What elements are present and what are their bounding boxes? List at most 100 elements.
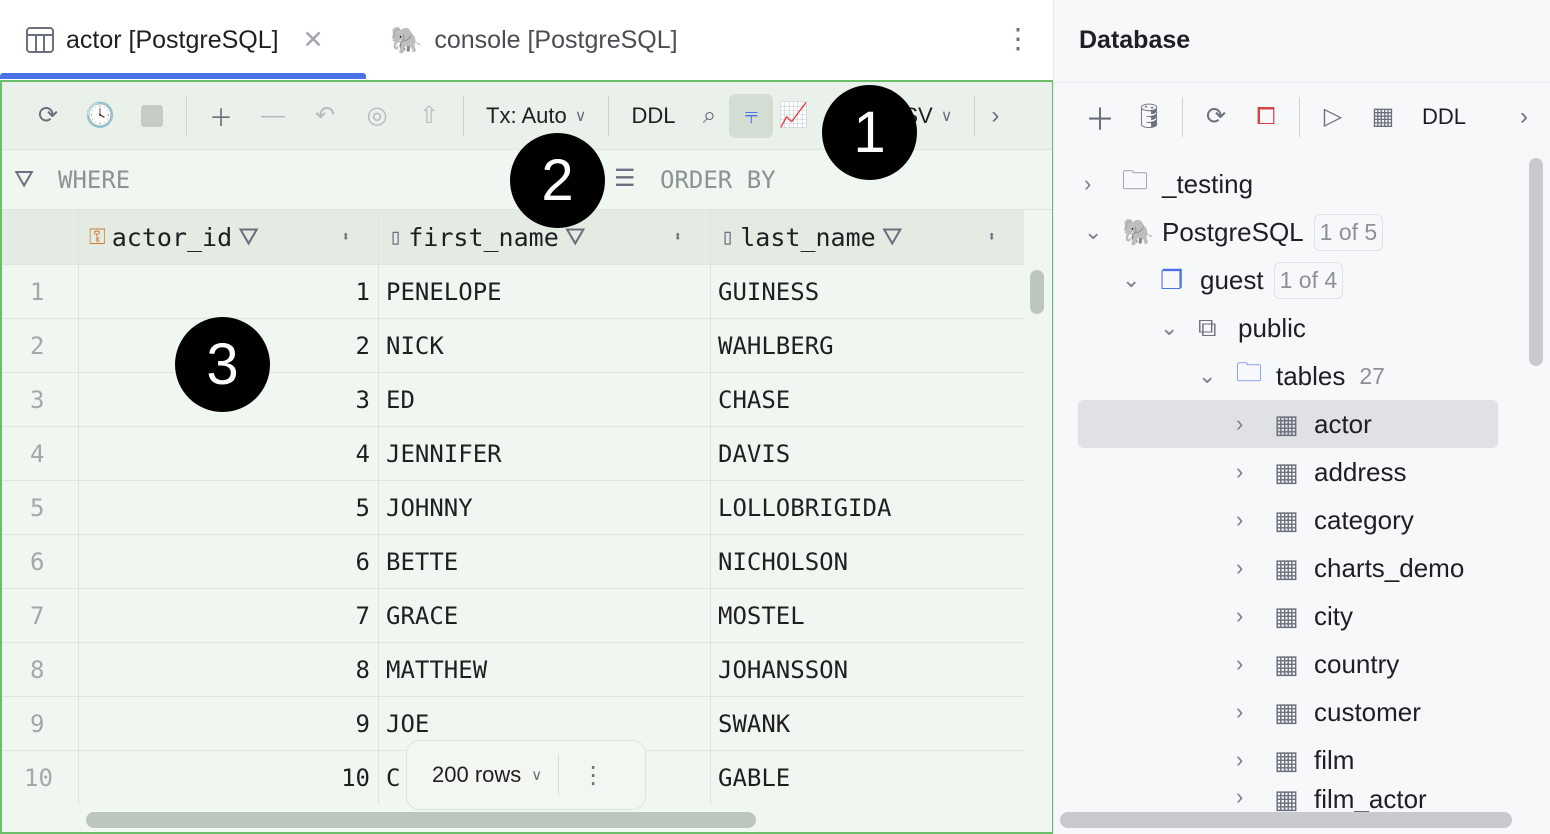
cell-first-name[interactable]: MATTHEW — [379, 643, 711, 696]
cell-first-name[interactable]: BETTE — [379, 535, 711, 588]
tree-item-city[interactable]: › ▦ city — [1236, 592, 1353, 640]
transaction-mode-dropdown[interactable]: Tx: Auto ∨ — [472, 103, 600, 129]
row-number[interactable]: 8 — [2, 643, 79, 696]
tree-item-category[interactable]: › ▦ category — [1236, 496, 1414, 544]
column-filter-icon[interactable]: ⛛ — [564, 222, 586, 251]
cell-first-name[interactable]: JOHNNY — [379, 481, 711, 534]
table-row[interactable]: 1 1 PENELOPE GUINESS — [2, 264, 1024, 318]
where-input[interactable]: WHERE — [58, 166, 131, 194]
row-number[interactable]: 7 — [2, 589, 79, 642]
cell-last-name[interactable]: CHASE — [718, 385, 791, 414]
preview-icon[interactable]: ◎ — [366, 102, 388, 129]
history-icon[interactable]: 🕓 — [85, 102, 115, 129]
cell-first-name[interactable]: GRACE — [379, 589, 711, 642]
cell-last-name[interactable]: MOSTEL — [718, 601, 805, 630]
order-by-input[interactable]: ORDER BY — [660, 166, 776, 194]
cell-last-name[interactable]: DAVIS — [718, 439, 791, 468]
cell-last-name[interactable]: GABLE — [718, 763, 791, 792]
cell-last-name[interactable]: NICHOLSON — [718, 547, 849, 576]
table-row[interactable]: 8 8 MATTHEW JOHANSSON — [2, 642, 1024, 696]
tab-console[interactable]: 🐘 console [PostgreSQL] — [390, 0, 678, 80]
sort-icon[interactable]: ⬍ — [987, 229, 996, 245]
chevron-right-icon[interactable]: › — [1236, 507, 1244, 532]
cell-actor-id[interactable]: 8 — [79, 643, 379, 696]
table-row[interactable]: 9 9 JOE SWANK — [2, 696, 1024, 750]
chevron-right-icon[interactable]: › — [991, 101, 1000, 129]
cell-first-name[interactable]: NICK — [379, 319, 711, 372]
tree-item-film-actor[interactable]: › ▦ film_actor — [1236, 784, 1427, 814]
cell-actor-id[interactable]: 2 — [79, 319, 379, 372]
row-number[interactable]: 5 — [2, 481, 79, 534]
row-number[interactable]: 9 — [2, 697, 79, 750]
cell-first-name[interactable]: JOE — [379, 697, 711, 750]
chevron-right-icon[interactable]: › — [1236, 459, 1244, 484]
tree-item-tables[interactable]: ⌄ 🗀 tables 27 — [1198, 352, 1385, 400]
disconnect-icon[interactable]: ⧠ — [1256, 102, 1276, 130]
chevron-right-icon[interactable]: › — [1236, 603, 1244, 628]
cell-last-name[interactable]: GUINESS — [718, 277, 820, 306]
sort-icon[interactable]: ⬍ — [673, 229, 682, 245]
chevron-down-icon[interactable]: ⌄ — [1122, 267, 1141, 292]
cell-actor-id[interactable]: 3 — [79, 373, 379, 426]
chevron-down-icon[interactable]: ⌄ — [1084, 219, 1103, 244]
chart-icon[interactable]: 📈 — [778, 102, 809, 129]
column-header-first-name[interactable]: ▯ first_name ⛛ ⬍ — [379, 210, 711, 264]
sort-icon[interactable]: ⬍ — [341, 229, 350, 245]
table-row[interactable]: 6 6 BETTE NICHOLSON — [2, 534, 1024, 588]
chevron-down-icon[interactable]: ⌄ — [1160, 315, 1179, 340]
more-icon[interactable]: ⋮ — [581, 761, 606, 789]
delete-row-icon[interactable]: — — [261, 101, 285, 129]
horizontal-scrollbar[interactable] — [1060, 812, 1512, 828]
chevron-down-icon[interactable]: ⌄ — [1198, 363, 1217, 388]
tree-item-country[interactable]: › ▦ country — [1236, 640, 1399, 688]
refresh-icon[interactable]: ⟳ — [1205, 103, 1227, 130]
column-filter-icon[interactable]: ⛛ — [881, 222, 903, 251]
add-row-icon[interactable]: ＋ — [209, 105, 233, 132]
cell-actor-id[interactable]: 4 — [79, 427, 379, 480]
data-source-properties-icon[interactable]: 🛢 — [1133, 103, 1165, 130]
tree-item-charts-demo[interactable]: › ▦ charts_demo — [1236, 544, 1464, 592]
tree-item-actor[interactable]: › ▦ actor — [1236, 400, 1372, 448]
chevron-right-icon[interactable]: › — [1236, 699, 1244, 724]
table-icon[interactable]: ▦ — [1371, 103, 1395, 130]
row-number[interactable]: 10 — [2, 751, 79, 804]
ddl-button[interactable]: DDL — [631, 102, 676, 128]
column-header-last-name[interactable]: ▯ last_name ⛛ ⬍ — [711, 210, 1024, 264]
cell-actor-id[interactable]: 6 — [79, 535, 379, 588]
chevron-right-icon[interactable]: › — [1236, 784, 1244, 809]
chevron-right-icon[interactable]: › — [1084, 171, 1092, 196]
column-header-actor-id[interactable]: ⚿ actor_id ⛛ ⬍ — [79, 210, 379, 264]
close-icon[interactable]: ✕ — [302, 26, 324, 54]
cell-actor-id[interactable]: 10 — [79, 751, 379, 804]
cell-actor-id[interactable]: 7 — [79, 589, 379, 642]
horizontal-scrollbar[interactable] — [86, 812, 756, 828]
row-number[interactable]: 3 — [2, 373, 79, 426]
cell-last-name[interactable]: SWANK — [718, 709, 791, 738]
more-icon[interactable]: ⋮ — [1004, 23, 1032, 54]
filter-panel-toggle-icon[interactable]: ⫧ — [729, 93, 774, 138]
tree-item-testing[interactable]: › 🗀 _testing — [1084, 160, 1253, 208]
cell-last-name[interactable]: WAHLBERG — [718, 331, 834, 360]
cell-first-name[interactable]: PENELOPE — [379, 265, 711, 318]
cell-actor-id[interactable]: 9 — [79, 697, 379, 750]
add-icon[interactable]: ＋ — [1085, 103, 1115, 137]
tree-item-guest[interactable]: ⌄ ❐ guest 1 of 4 — [1122, 256, 1344, 304]
column-filter-icon[interactable]: ⛛ — [238, 222, 260, 251]
chevron-right-icon[interactable]: › — [1520, 102, 1528, 130]
table-row[interactable]: 2 2 NICK WAHLBERG — [2, 318, 1024, 372]
stop-icon[interactable] — [126, 94, 178, 138]
submit-icon[interactable]: ⇧ — [418, 102, 440, 129]
table-row[interactable]: 4 4 JENNIFER DAVIS — [2, 426, 1024, 480]
tree-item-customer[interactable]: › ▦ customer — [1236, 688, 1421, 736]
tree-item-film[interactable]: › ▦ film — [1236, 736, 1354, 784]
refresh-icon[interactable]: ⟳ — [37, 102, 59, 129]
vertical-scrollbar[interactable] — [1030, 270, 1044, 314]
table-row[interactable]: 3 3 ED CHASE — [2, 372, 1024, 426]
chevron-right-icon[interactable]: › — [1236, 555, 1244, 580]
page-size-dropdown[interactable]: 200 rows — [432, 762, 522, 787]
tab-actor[interactable]: actor [PostgreSQL] ✕ — [26, 0, 324, 80]
cell-first-name[interactable]: ED — [379, 373, 711, 426]
chevron-right-icon[interactable]: › — [1236, 651, 1244, 676]
tree-item-address[interactable]: › ▦ address — [1236, 448, 1407, 496]
ddl-button[interactable]: DDL — [1422, 103, 1467, 129]
